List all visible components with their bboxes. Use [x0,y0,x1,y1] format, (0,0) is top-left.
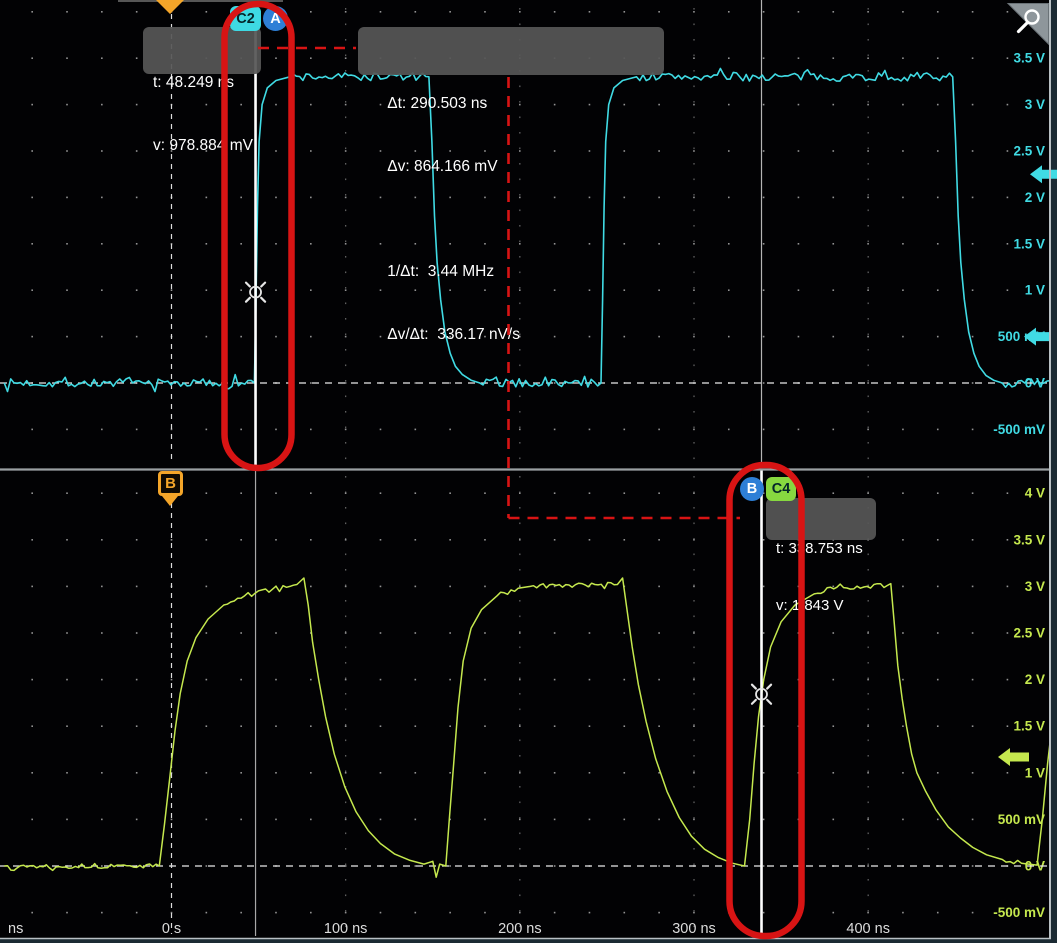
delta-col-absolute: Δt: 290.503 ns Δv: 864.166 mV [387,51,539,219]
c2-ground-arrow-icon[interactable] [1024,327,1050,346]
delta-voltage: Δv: 864.166 mV [387,158,498,175]
bottom-y-axis-label: -500 mV [993,905,1045,920]
bottom-y-axis-label: 2 V [1025,672,1045,687]
top-y-axis-label: 2.5 V [1013,144,1045,159]
cursor-a-voltage: v: 978.884 mV [153,137,253,154]
cursor-b-channel-badge[interactable]: C4 [766,477,796,501]
delta-slope: Δv/Δt: 336.17 nV/s [387,326,520,343]
x-axis-label: ns [8,921,23,937]
trigger-marker-top-icon[interactable] [156,0,184,14]
cursor-a-channel-badge[interactable]: C2 [230,6,261,31]
waveform-c4 [4,577,1049,878]
bottom-y-axis-label: 3 V [1025,579,1045,594]
delta-frequency: 1/Δt: 3.44 MHz [387,263,495,280]
cursor-a-badge[interactable]: A [263,6,288,31]
cursor-a-readout: t: 48.249 ns v: 978.884 mV [143,27,261,154]
cursor-delta-readout: Δt: 290.503 ns Δv: 864.166 mV 1/Δt: 3.44… [358,27,664,343]
top-y-axis-label: 3 V [1025,97,1045,112]
bottom-y-axis-label: 1 V [1025,765,1045,780]
x-axis-label: 0 s [162,921,181,937]
x-axis-label: 200 ns [498,921,542,937]
x-axis-label: 400 ns [846,921,890,937]
top-y-axis-label: 1.5 V [1013,236,1045,251]
top-y-axis-label: 3.5 V [1013,51,1045,66]
x-axis-label: 100 ns [324,921,368,937]
bottom-y-axis-label: 3.5 V [1013,532,1045,547]
top-y-axis-label: 1 V [1025,283,1045,298]
bottom-y-axis-label: 2.5 V [1013,626,1045,641]
bottom-y-axis-label: 1.5 V [1013,719,1045,734]
top-y-axis-label: -500 mV [993,422,1045,437]
bottom-y-axis-label: 0 V [1025,859,1045,874]
delta-col-rates: 1/Δt: 3.44 MHz Δv/Δt: 336.17 nV/s [387,219,520,387]
cursor-b-time: t: 338.753 ns [776,540,863,557]
trigger-marker-b[interactable]: B [158,471,183,496]
zoom-tool-icon[interactable] [1006,3,1049,46]
delta-time: Δt: 290.503 ns [387,95,488,112]
axis-labels: 3.5 V 3 V 2.5 V 2 V 1.5 V 1 V 500 mV 0 V -500 mV… [8,51,1045,937]
x-axis-label: 300 ns [672,921,716,937]
bottom-y-axis-label: 500 mV [998,812,1045,827]
cursor-b-readout: t: 338.753 ns v: 1.843 V [766,498,876,614]
trigger-marker-b-pointer-icon [162,496,178,506]
bottom-y-axis-label: 4 V [1025,486,1045,501]
cursor-a-time: t: 48.249 ns [153,74,235,91]
window-top-edge [118,0,283,2]
top-y-axis-label: 2 V [1025,190,1045,205]
c4-level-arrow-icon[interactable] [998,747,1029,766]
cursor-b-voltage: v: 1.843 V [776,597,844,614]
cursor-b-badge[interactable]: B [740,477,764,501]
waveform-c4-trace [4,577,1049,878]
